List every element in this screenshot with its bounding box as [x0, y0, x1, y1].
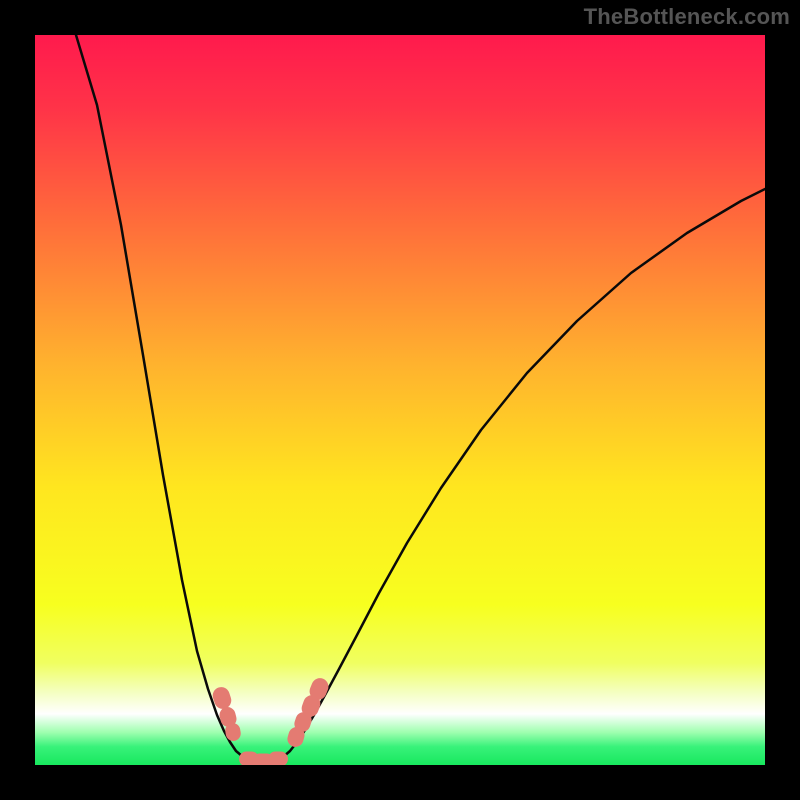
bottleneck-curve — [35, 35, 765, 765]
plot-area — [35, 35, 765, 765]
watermark-text: TheBottleneck.com — [584, 4, 790, 30]
curve-marker — [268, 752, 288, 766]
chart-frame: TheBottleneck.com — [0, 0, 800, 800]
